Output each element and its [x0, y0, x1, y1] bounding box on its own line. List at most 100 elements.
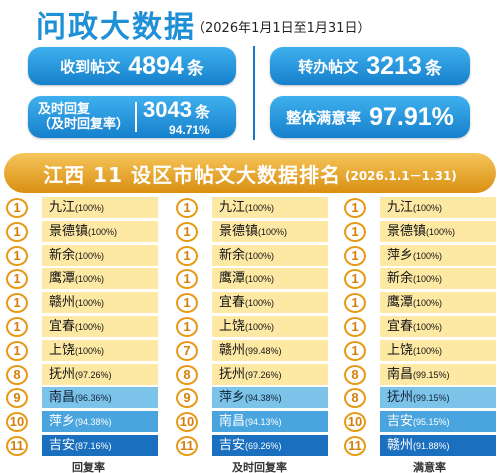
city-entry: 新余(100%)	[380, 268, 496, 290]
ranking-row: 1 新余(100%)	[2, 244, 162, 268]
city-rate: (100%)	[413, 203, 443, 213]
ranking-row: 1 景德镇(100%)	[340, 220, 500, 244]
city-name: 宜春	[49, 318, 76, 334]
ranking-row: 11 吉安(87.16%)	[2, 434, 162, 458]
city-entry: 上饶(100%)	[42, 339, 158, 361]
ranking-row: 1 宜春(100%)	[2, 315, 162, 339]
rank-badge: 8	[176, 364, 198, 385]
page-title: 问政大数据	[36, 10, 196, 45]
city-entry: 吉安(69.26%)	[212, 434, 328, 456]
rank-badge: 8	[344, 388, 366, 409]
satisfaction-card: 整体满意率 97.91%	[270, 96, 470, 138]
city-rate: (100%)	[88, 226, 118, 237]
ranking-row: 1 九江(100%)	[172, 196, 332, 220]
rank-badge: 11	[344, 435, 366, 456]
city-name: 赣州	[387, 437, 414, 453]
city-name: 南昌	[387, 366, 414, 382]
city-name: 九江	[49, 200, 76, 215]
rank-badge: 1	[344, 340, 366, 361]
ranking-row: 10 萍乡(94.38%)	[2, 410, 162, 434]
city-entry: 新余(100%)	[212, 244, 328, 266]
city-name: 鹰潭	[49, 271, 76, 287]
city-entry: 九江(100%)	[380, 197, 496, 218]
ranking-row: 1 景德镇(100%)	[2, 220, 162, 244]
ranking-row: 1 萍乡(100%)	[340, 244, 500, 268]
posts-received-unit: 条	[186, 58, 204, 79]
city-entry: 景德镇(100%)	[42, 220, 158, 242]
city-rate: (100%)	[75, 203, 105, 213]
rank-badge: 9	[6, 388, 28, 409]
city-rate: (100%)	[245, 321, 275, 332]
rank-badge: 1	[6, 221, 28, 242]
ranking-row: 10 吉安(95.15%)	[340, 410, 500, 434]
ranking-row: 1 鹰潭(100%)	[172, 267, 332, 291]
rank-badge: 1	[6, 340, 28, 361]
city-entry: 赣州(91.88%)	[380, 434, 496, 456]
city-rate: (100%)	[413, 321, 443, 332]
rank-badge: 1	[6, 245, 28, 266]
city-name: 景德镇	[49, 223, 89, 239]
rank-badge: 7	[176, 340, 198, 361]
city-name: 吉安	[49, 437, 76, 453]
city-name: 鹰潭	[387, 295, 414, 311]
city-name: 上饶	[387, 342, 414, 358]
city-entry: 萍乡(94.38%)	[212, 387, 328, 409]
stats-divider	[253, 46, 255, 140]
city-rate: (69.26%)	[245, 440, 282, 451]
city-rate: (100%)	[75, 274, 105, 285]
rank-badge: 1	[344, 269, 366, 290]
city-name: 萍乡	[49, 414, 76, 430]
ranking-title: 江西 11 设区市帖文大数据排名	[43, 162, 341, 187]
city-name: 吉安	[219, 437, 246, 453]
posts-received-card: 收到帖文 4894 条	[28, 47, 236, 85]
ranking-row: 1 上饶(100%)	[340, 339, 500, 363]
rank-badge: 1	[344, 198, 366, 218]
rank-badge: 1	[176, 316, 198, 337]
ranking-row: 10 南昌(94.13%)	[172, 410, 332, 434]
ranking-row: 1 宜春(100%)	[172, 291, 332, 315]
timely-reply-rate: 94.71%	[169, 123, 210, 137]
rank-badge: 1	[6, 293, 28, 314]
city-rate: (100%)	[245, 250, 275, 261]
posts-transferred-label: 转办帖文	[298, 57, 359, 76]
rank-badge: 1	[6, 316, 28, 337]
satisfaction-value: 97.91%	[369, 102, 454, 131]
city-entry: 抚州(99.15%)	[380, 387, 496, 409]
city-name: 新余	[387, 271, 414, 287]
city-rate: (96.36%)	[75, 393, 112, 404]
ranking-row: 1 景德镇(100%)	[172, 220, 332, 244]
rank-badge: 1	[176, 269, 198, 290]
ranking-row: 1 上饶(100%)	[172, 315, 332, 339]
city-entry: 九江(100%)	[42, 197, 158, 218]
satisfaction-label: 整体满意率	[286, 108, 362, 127]
ranking-row: 11 吉安(69.26%)	[172, 434, 332, 458]
city-entry: 宜春(100%)	[380, 315, 496, 337]
city-name: 九江	[387, 200, 414, 215]
ranking-row: 1 九江(100%)	[340, 196, 500, 220]
city-rate: (94.38%)	[75, 417, 112, 428]
city-entry: 南昌(94.13%)	[212, 411, 328, 433]
city-rate: (94.13%)	[245, 417, 282, 428]
city-name: 鹰潭	[219, 271, 246, 287]
city-name: 景德镇	[219, 223, 259, 239]
city-entry: 南昌(99.15%)	[380, 363, 496, 385]
city-rate: (99.15%)	[413, 369, 450, 380]
rank-badge: 11	[176, 435, 198, 456]
city-entry: 宜春(100%)	[212, 292, 328, 314]
posts-received-value: 4894	[128, 51, 184, 80]
timely-reply-unit: 条	[194, 103, 210, 121]
timely-reply-card: 及时回复 （及时回复率） 3043 条 94.71%	[28, 96, 236, 138]
date-range: （2026年1月1日至1月31日）	[192, 21, 371, 36]
city-name: 南昌	[49, 390, 76, 406]
city-entry: 景德镇(100%)	[212, 220, 328, 242]
ranking-row: 8 抚州(97.26%)	[2, 363, 162, 387]
city-rate: (100%)	[75, 345, 105, 356]
city-name: 南昌	[219, 414, 246, 430]
reply-rate-footer: 回复率	[72, 461, 105, 473]
city-entry: 萍乡(100%)	[380, 244, 496, 266]
satisfaction-rate-footer: 满意率	[413, 461, 446, 473]
city-entry: 景德镇(100%)	[380, 220, 496, 242]
city-name: 抚州	[387, 390, 414, 406]
reply-rate-ranking: 1 九江(100%) 1 景德镇(100%) 1 新余(100%) 1 鹰潭(100%) 1 赣州…	[2, 196, 162, 458]
city-entry: 吉安(95.15%)	[380, 411, 496, 433]
